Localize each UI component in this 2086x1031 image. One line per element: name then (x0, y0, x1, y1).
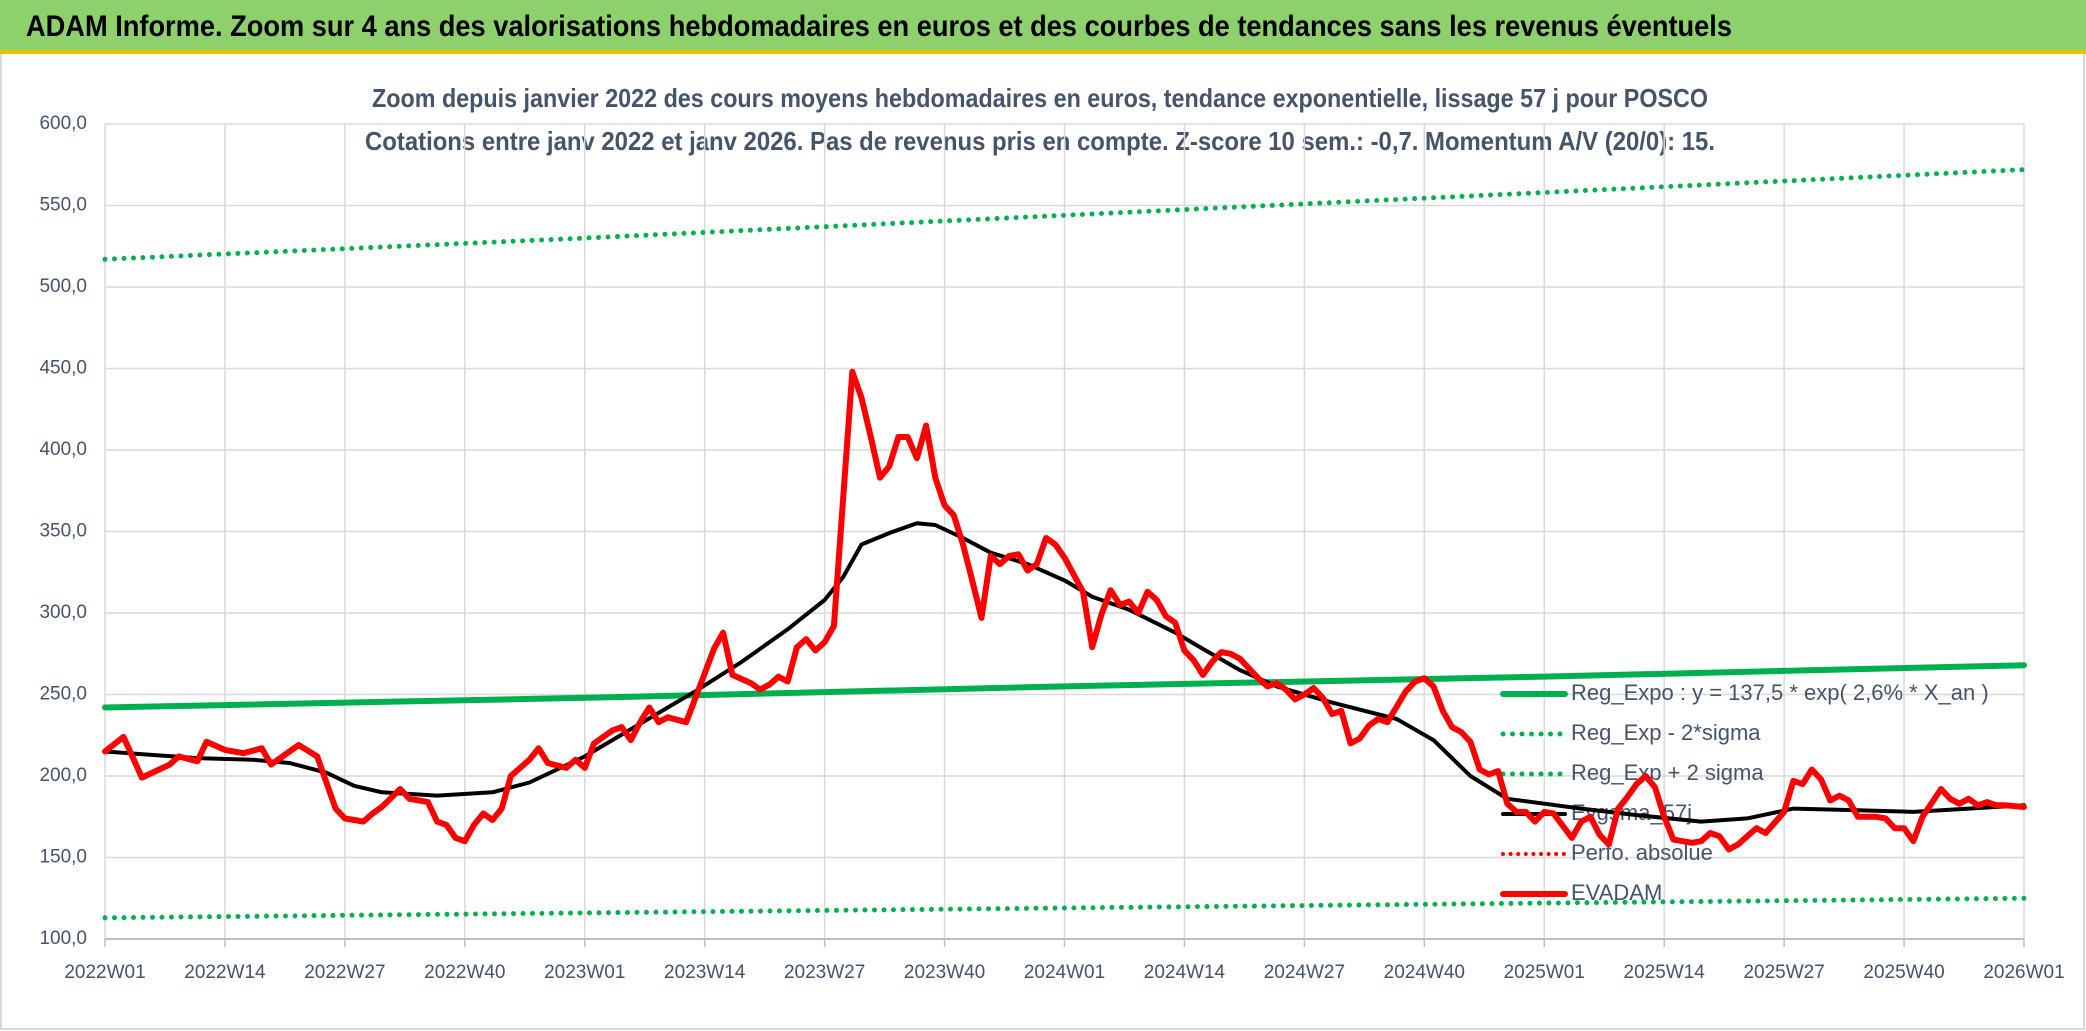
y-tick-label: 450,0 (39, 358, 87, 379)
y-tick-label: 100,0 (39, 928, 87, 949)
x-tick-label: 2024W27 (1264, 962, 1345, 983)
x-tick-label: 2023W27 (784, 962, 865, 983)
x-tick-label: 2025W27 (1743, 962, 1824, 983)
x-tick-label: 2022W40 (424, 962, 505, 983)
x-tick-label: 2025W40 (1863, 962, 1944, 983)
x-tick-label: 2022W14 (184, 962, 266, 983)
series-line (102, 167, 2027, 262)
x-tick-label: 2023W01 (544, 962, 625, 983)
x-tick-label: 2022W27 (304, 962, 385, 983)
legend: Reg_Expo : y = 137,5 * exp( 2,6% * X_an … (1500, 680, 1989, 905)
y-tick-label: 600,0 (39, 113, 87, 134)
chart-subtitle: Cotations entre janv 2022 et janv 2026. … (365, 126, 1715, 156)
tick-labels: 100,0 150,0 200,0 250,0 300,0 350,0 400,0 450,0… (39, 113, 2064, 983)
header-border (0, 50, 2086, 54)
x-tick-label: 2024W14 (1144, 962, 1226, 983)
x-tick-label: 2025W01 (1504, 962, 1585, 983)
y-tick-label: 500,0 (39, 276, 87, 297)
plot-lines (102, 167, 2027, 921)
grid (104, 123, 2025, 947)
x-tick-label: 2022W01 (64, 962, 145, 983)
x-tick-label: 2024W01 (1024, 962, 1105, 983)
legend-label: Reg_Exp - 2*sigma (1571, 720, 1761, 745)
legend-label: Evgsma_57j (1571, 800, 1692, 825)
x-tick-label: 2026W01 (1983, 962, 2064, 983)
chart-title: Zoom depuis janvier 2022 des cours moyen… (372, 83, 1708, 113)
y-tick-label: 300,0 (39, 602, 87, 623)
y-tick-label: 150,0 (39, 847, 87, 868)
y-tick-label: 200,0 (39, 765, 87, 786)
header-title: ADAM Informe. Zoom sur 4 ans des valoris… (26, 10, 1732, 43)
legend-label: Reg_Expo : y = 137,5 * exp( 2,6% * X_an … (1571, 680, 1989, 705)
series-line (102, 895, 2027, 921)
y-tick-label: 400,0 (39, 439, 87, 460)
legend-label: Reg_Exp + 2 sigma (1571, 760, 1764, 785)
x-tick-label: 2023W40 (904, 962, 985, 983)
y-tick-label: 250,0 (39, 684, 87, 705)
series-line (102, 662, 2027, 711)
header-bar (0, 0, 2086, 53)
x-tick-label: 2024W40 (1384, 962, 1465, 983)
y-tick-label: 550,0 (39, 195, 87, 216)
x-tick-label: 2023W14 (664, 962, 746, 983)
x-tick-label: 2025W14 (1624, 962, 1706, 983)
y-tick-label: 350,0 (39, 521, 87, 542)
series-line (102, 368, 2027, 853)
